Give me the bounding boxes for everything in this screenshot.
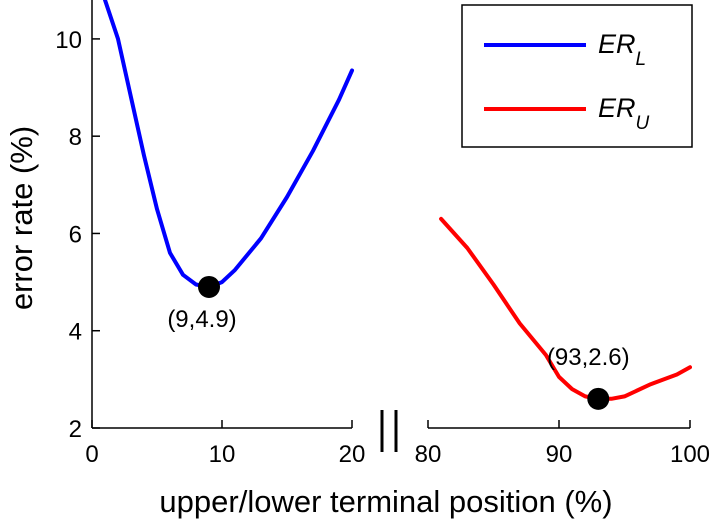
y-tick-label: 4 bbox=[69, 319, 82, 346]
x-tick-label: 80 bbox=[415, 441, 442, 468]
legend-label-sub: U bbox=[636, 113, 650, 134]
y-tick-label: 10 bbox=[55, 27, 82, 54]
legend-label-main: ER bbox=[598, 29, 636, 59]
legend-label-sub: L bbox=[636, 49, 647, 70]
minimum-point-marker bbox=[587, 387, 610, 410]
legend-label-l: ERL bbox=[598, 29, 646, 70]
legend-label-main: ER bbox=[598, 93, 636, 123]
minimum-point-label: (93,2.6) bbox=[547, 344, 630, 371]
minimum-point-marker bbox=[198, 275, 220, 298]
x-axis-title: upper/lower terminal position (%) bbox=[159, 484, 612, 519]
x-tick-label: 100 bbox=[670, 441, 710, 468]
x-tick-label: 20 bbox=[339, 441, 366, 468]
x-tick-label: 10 bbox=[209, 441, 236, 468]
x-tick-label: 0 bbox=[85, 441, 98, 468]
y-axis-title: error rate (%) bbox=[4, 126, 39, 310]
y-tick-label: 6 bbox=[69, 221, 82, 248]
minimum-point-label: (9,4.9) bbox=[167, 306, 236, 333]
x-tick-label: 90 bbox=[546, 441, 573, 468]
legend-label-u: ERU bbox=[598, 93, 650, 134]
series-line-u bbox=[439, 216, 692, 401]
series-line-l bbox=[103, 0, 354, 289]
y-tick-label: 8 bbox=[69, 124, 82, 151]
y-tick-label: 2 bbox=[69, 416, 82, 443]
legend-box bbox=[461, 4, 693, 148]
